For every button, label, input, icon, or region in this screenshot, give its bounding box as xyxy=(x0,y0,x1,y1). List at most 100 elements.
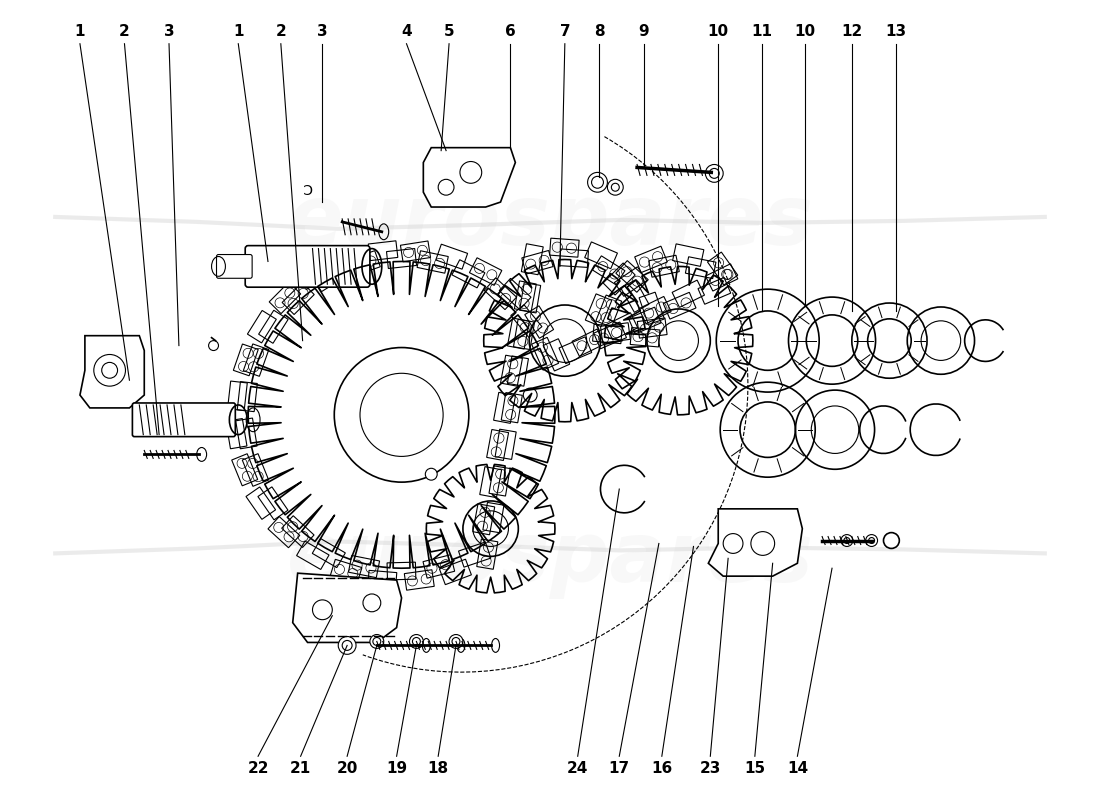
Bar xyxy=(439,559,472,585)
Bar xyxy=(470,258,502,286)
Bar xyxy=(507,356,528,386)
Bar xyxy=(268,517,300,548)
Bar xyxy=(386,249,417,269)
Bar xyxy=(585,294,612,326)
Text: 7: 7 xyxy=(560,24,570,39)
Circle shape xyxy=(338,637,356,654)
Bar xyxy=(495,429,516,459)
Bar xyxy=(483,502,504,533)
Text: 1: 1 xyxy=(75,24,85,39)
Text: 15: 15 xyxy=(745,761,766,776)
Text: 12: 12 xyxy=(842,24,862,39)
Text: 5: 5 xyxy=(443,24,454,39)
Text: 21: 21 xyxy=(290,761,311,776)
Bar xyxy=(550,238,579,257)
Bar xyxy=(473,504,495,534)
Bar xyxy=(500,355,522,386)
Bar xyxy=(298,261,330,290)
Bar xyxy=(312,538,345,567)
Bar xyxy=(620,280,649,312)
Bar xyxy=(593,256,625,285)
Circle shape xyxy=(587,172,607,192)
Bar xyxy=(705,264,738,291)
Bar xyxy=(596,295,622,327)
Bar xyxy=(637,318,667,338)
Bar xyxy=(452,260,485,288)
Bar xyxy=(235,418,257,449)
Bar xyxy=(490,466,510,496)
Bar xyxy=(368,241,398,261)
Bar xyxy=(543,338,570,371)
Bar xyxy=(521,250,553,274)
Bar xyxy=(707,252,738,285)
Text: 8: 8 xyxy=(594,24,605,39)
Bar xyxy=(519,282,541,313)
Bar xyxy=(685,257,716,278)
Text: 19: 19 xyxy=(386,761,407,776)
Circle shape xyxy=(426,468,437,480)
Bar xyxy=(531,338,559,370)
Bar xyxy=(282,516,315,547)
Bar xyxy=(494,392,516,423)
Bar xyxy=(367,570,397,590)
Text: 11: 11 xyxy=(751,24,772,39)
Circle shape xyxy=(866,534,878,546)
Text: 22: 22 xyxy=(248,761,268,776)
Bar xyxy=(572,329,604,356)
Text: 1: 1 xyxy=(233,24,243,39)
Bar xyxy=(502,393,522,422)
Polygon shape xyxy=(80,336,144,408)
Bar xyxy=(233,344,258,376)
Text: 3: 3 xyxy=(164,24,174,39)
Circle shape xyxy=(209,341,219,350)
Bar xyxy=(605,313,638,340)
Bar xyxy=(525,306,553,338)
Bar xyxy=(507,318,529,349)
Bar xyxy=(628,307,661,334)
Bar xyxy=(484,278,517,310)
Bar xyxy=(672,244,704,266)
Bar xyxy=(417,250,449,273)
FancyBboxPatch shape xyxy=(245,246,370,287)
Bar xyxy=(486,430,508,461)
Bar xyxy=(649,255,680,277)
Bar xyxy=(246,487,276,519)
Bar xyxy=(400,241,430,262)
Bar xyxy=(331,246,363,271)
Bar xyxy=(603,263,635,295)
Bar xyxy=(243,344,268,376)
Bar xyxy=(459,542,491,567)
Text: 2: 2 xyxy=(119,24,130,39)
Text: 16: 16 xyxy=(651,761,672,776)
Bar xyxy=(560,249,588,267)
Bar xyxy=(258,310,288,343)
Bar xyxy=(330,559,362,583)
Text: 17: 17 xyxy=(608,761,630,776)
Circle shape xyxy=(370,634,384,648)
Bar xyxy=(585,242,617,269)
Text: 10: 10 xyxy=(707,24,729,39)
Bar xyxy=(698,278,730,304)
Circle shape xyxy=(883,533,900,549)
Bar xyxy=(387,562,416,580)
Bar xyxy=(476,539,498,570)
Bar xyxy=(510,305,542,338)
Bar xyxy=(515,281,537,312)
Bar xyxy=(639,292,664,325)
Polygon shape xyxy=(424,148,516,207)
Bar xyxy=(630,327,660,347)
Bar xyxy=(615,267,647,296)
Text: C: C xyxy=(302,180,312,194)
Bar xyxy=(297,541,329,570)
Bar xyxy=(312,262,345,292)
FancyBboxPatch shape xyxy=(132,403,235,437)
Circle shape xyxy=(705,165,723,182)
FancyBboxPatch shape xyxy=(217,254,252,278)
Text: 3: 3 xyxy=(317,24,328,39)
Bar xyxy=(228,381,248,410)
Text: 10: 10 xyxy=(794,24,816,39)
Bar xyxy=(594,322,627,349)
Bar xyxy=(672,280,704,307)
Bar xyxy=(405,570,435,590)
Bar xyxy=(232,454,257,486)
